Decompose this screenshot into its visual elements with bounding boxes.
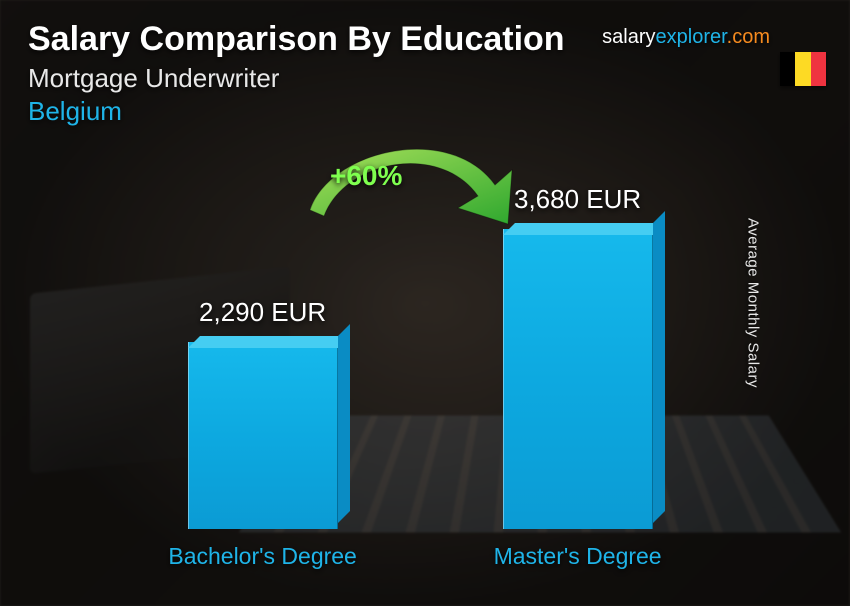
bar-value-label: 2,290 EUR — [199, 297, 326, 328]
bar-front-face — [503, 229, 653, 529]
country-flag-icon — [780, 52, 826, 86]
infographic-container: Salary Comparison By Education Mortgage … — [0, 0, 850, 606]
bar-category-label: Master's Degree — [494, 543, 662, 570]
increase-percent-label: +60% — [330, 160, 402, 192]
flag-stripe — [795, 52, 810, 86]
flag-stripe — [780, 52, 795, 86]
chart-country: Belgium — [28, 96, 822, 127]
bar-3d — [188, 342, 338, 529]
brand-mid: explorer — [656, 26, 727, 48]
bar-group: 3,680 EUR Master's Degree — [494, 184, 662, 570]
bar-top-face — [188, 336, 350, 348]
bar-group: 2,290 EUR Bachelor's Degree — [168, 297, 357, 570]
brand-label: salaryexplorer.com — [602, 26, 770, 49]
brand-prefix: salary — [602, 26, 655, 48]
bar-value-label: 3,680 EUR — [514, 184, 641, 215]
brand-suffix: .com — [727, 26, 770, 48]
bar-front-face — [188, 342, 338, 529]
bar-side-face — [653, 211, 665, 523]
y-axis-label: Average Monthly Salary — [745, 218, 762, 388]
chart-subtitle: Mortgage Underwriter — [28, 63, 822, 94]
bar-side-face — [338, 324, 350, 523]
increase-arrow-icon — [290, 130, 530, 240]
bar-3d — [503, 229, 653, 529]
flag-stripe — [811, 52, 826, 86]
bar-category-label: Bachelor's Degree — [168, 543, 357, 570]
